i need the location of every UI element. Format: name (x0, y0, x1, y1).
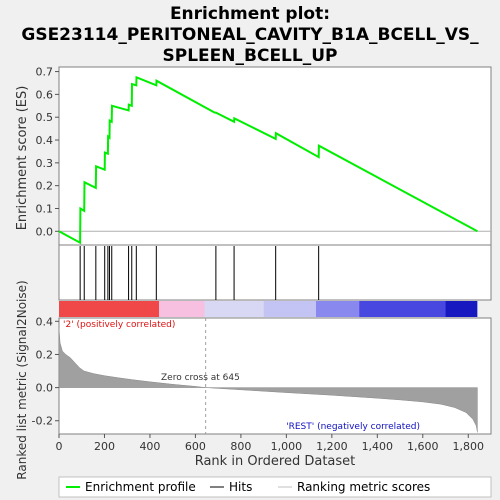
es-panel: 0.0 0.1 0.2 0.3 0.4 0.5 0.6 0.7 (36, 66, 491, 245)
title-line-3: SPLEEN_BCELL_UP (163, 46, 338, 66)
metric-ytick-label: 0.0 (36, 382, 54, 395)
legend-metric-label: Ranking metric scores (297, 480, 430, 494)
legend-box (58, 476, 492, 498)
xtick-label: 600 (185, 440, 206, 453)
es-ytick-label: 0.3 (36, 157, 54, 170)
es-ytick-label: 0.5 (36, 111, 54, 124)
legend-profile-label: Enrichment profile (85, 480, 196, 494)
hits-panel (79, 246, 320, 300)
xtick-label: 800 (230, 440, 251, 453)
metric-ylabel: Ranked list metric (Signal2Noise) (15, 280, 29, 479)
metric-panel: -0.2 0.0 0.2 0.4 0 200 400 600 800 1,000 1,200 1,40… (32, 315, 484, 453)
xtick-label: 400 (139, 440, 160, 453)
es-ytick-label: 0.1 (36, 202, 54, 215)
color-bar-segment (263, 301, 316, 317)
enrichment-profile-line (58, 75, 478, 245)
legend-hits-label: Hits (229, 480, 252, 494)
title-line-1: Enrichment plot: (170, 4, 330, 24)
xlabel: Rank in Ordered Dataset (195, 454, 356, 469)
metric-ytick-label: 0.2 (36, 348, 54, 361)
legend: Enrichment profile Hits Ranking metric s… (58, 476, 492, 498)
neg-correlated-label: 'REST' (negatively correlated) (286, 422, 420, 432)
es-ytick-label: 0.6 (36, 88, 54, 101)
color-bar-segment (315, 301, 360, 317)
color-bar (59, 301, 478, 317)
xtick-label: 1,400 (362, 440, 394, 453)
xtick-label: 1,800 (453, 440, 485, 453)
xtick-label: 1,200 (316, 440, 348, 453)
es-ytick-label: 0.0 (36, 225, 54, 238)
pos-correlated-label: '2' (positively correlated) (63, 320, 175, 330)
metric-ytick-label: -0.2 (32, 415, 53, 428)
xtick-label: 200 (94, 440, 115, 453)
metric-ytick-label: 0.4 (36, 315, 54, 328)
color-bar-segment (445, 301, 478, 317)
xtick-label: 1,000 (271, 440, 303, 453)
color-bar-segment (159, 301, 205, 317)
es-ytick-label: 0.2 (36, 180, 54, 193)
es-ylabel: Enrichment score (ES) (15, 86, 30, 231)
es-panel-frame (58, 66, 492, 246)
metric-panel-frame (58, 317, 492, 435)
color-bar-segment (204, 301, 264, 317)
hits-panel-frame (58, 244, 492, 301)
color-bar-segment (359, 301, 446, 317)
color-bar-segment (59, 301, 160, 317)
ranking-metric-area (58, 327, 478, 433)
title-line-2: GSE23114_PERITONEAL_CAVITY_B1A_BCELL_VS_ (21, 25, 479, 45)
es-ytick-label: 0.7 (36, 66, 54, 79)
xtick-label: 1,600 (407, 440, 439, 453)
es-ytick-label: 0.4 (36, 134, 54, 147)
zero-cross-label: Zero cross at 645 (161, 373, 240, 383)
xtick-label: 0 (56, 440, 63, 453)
